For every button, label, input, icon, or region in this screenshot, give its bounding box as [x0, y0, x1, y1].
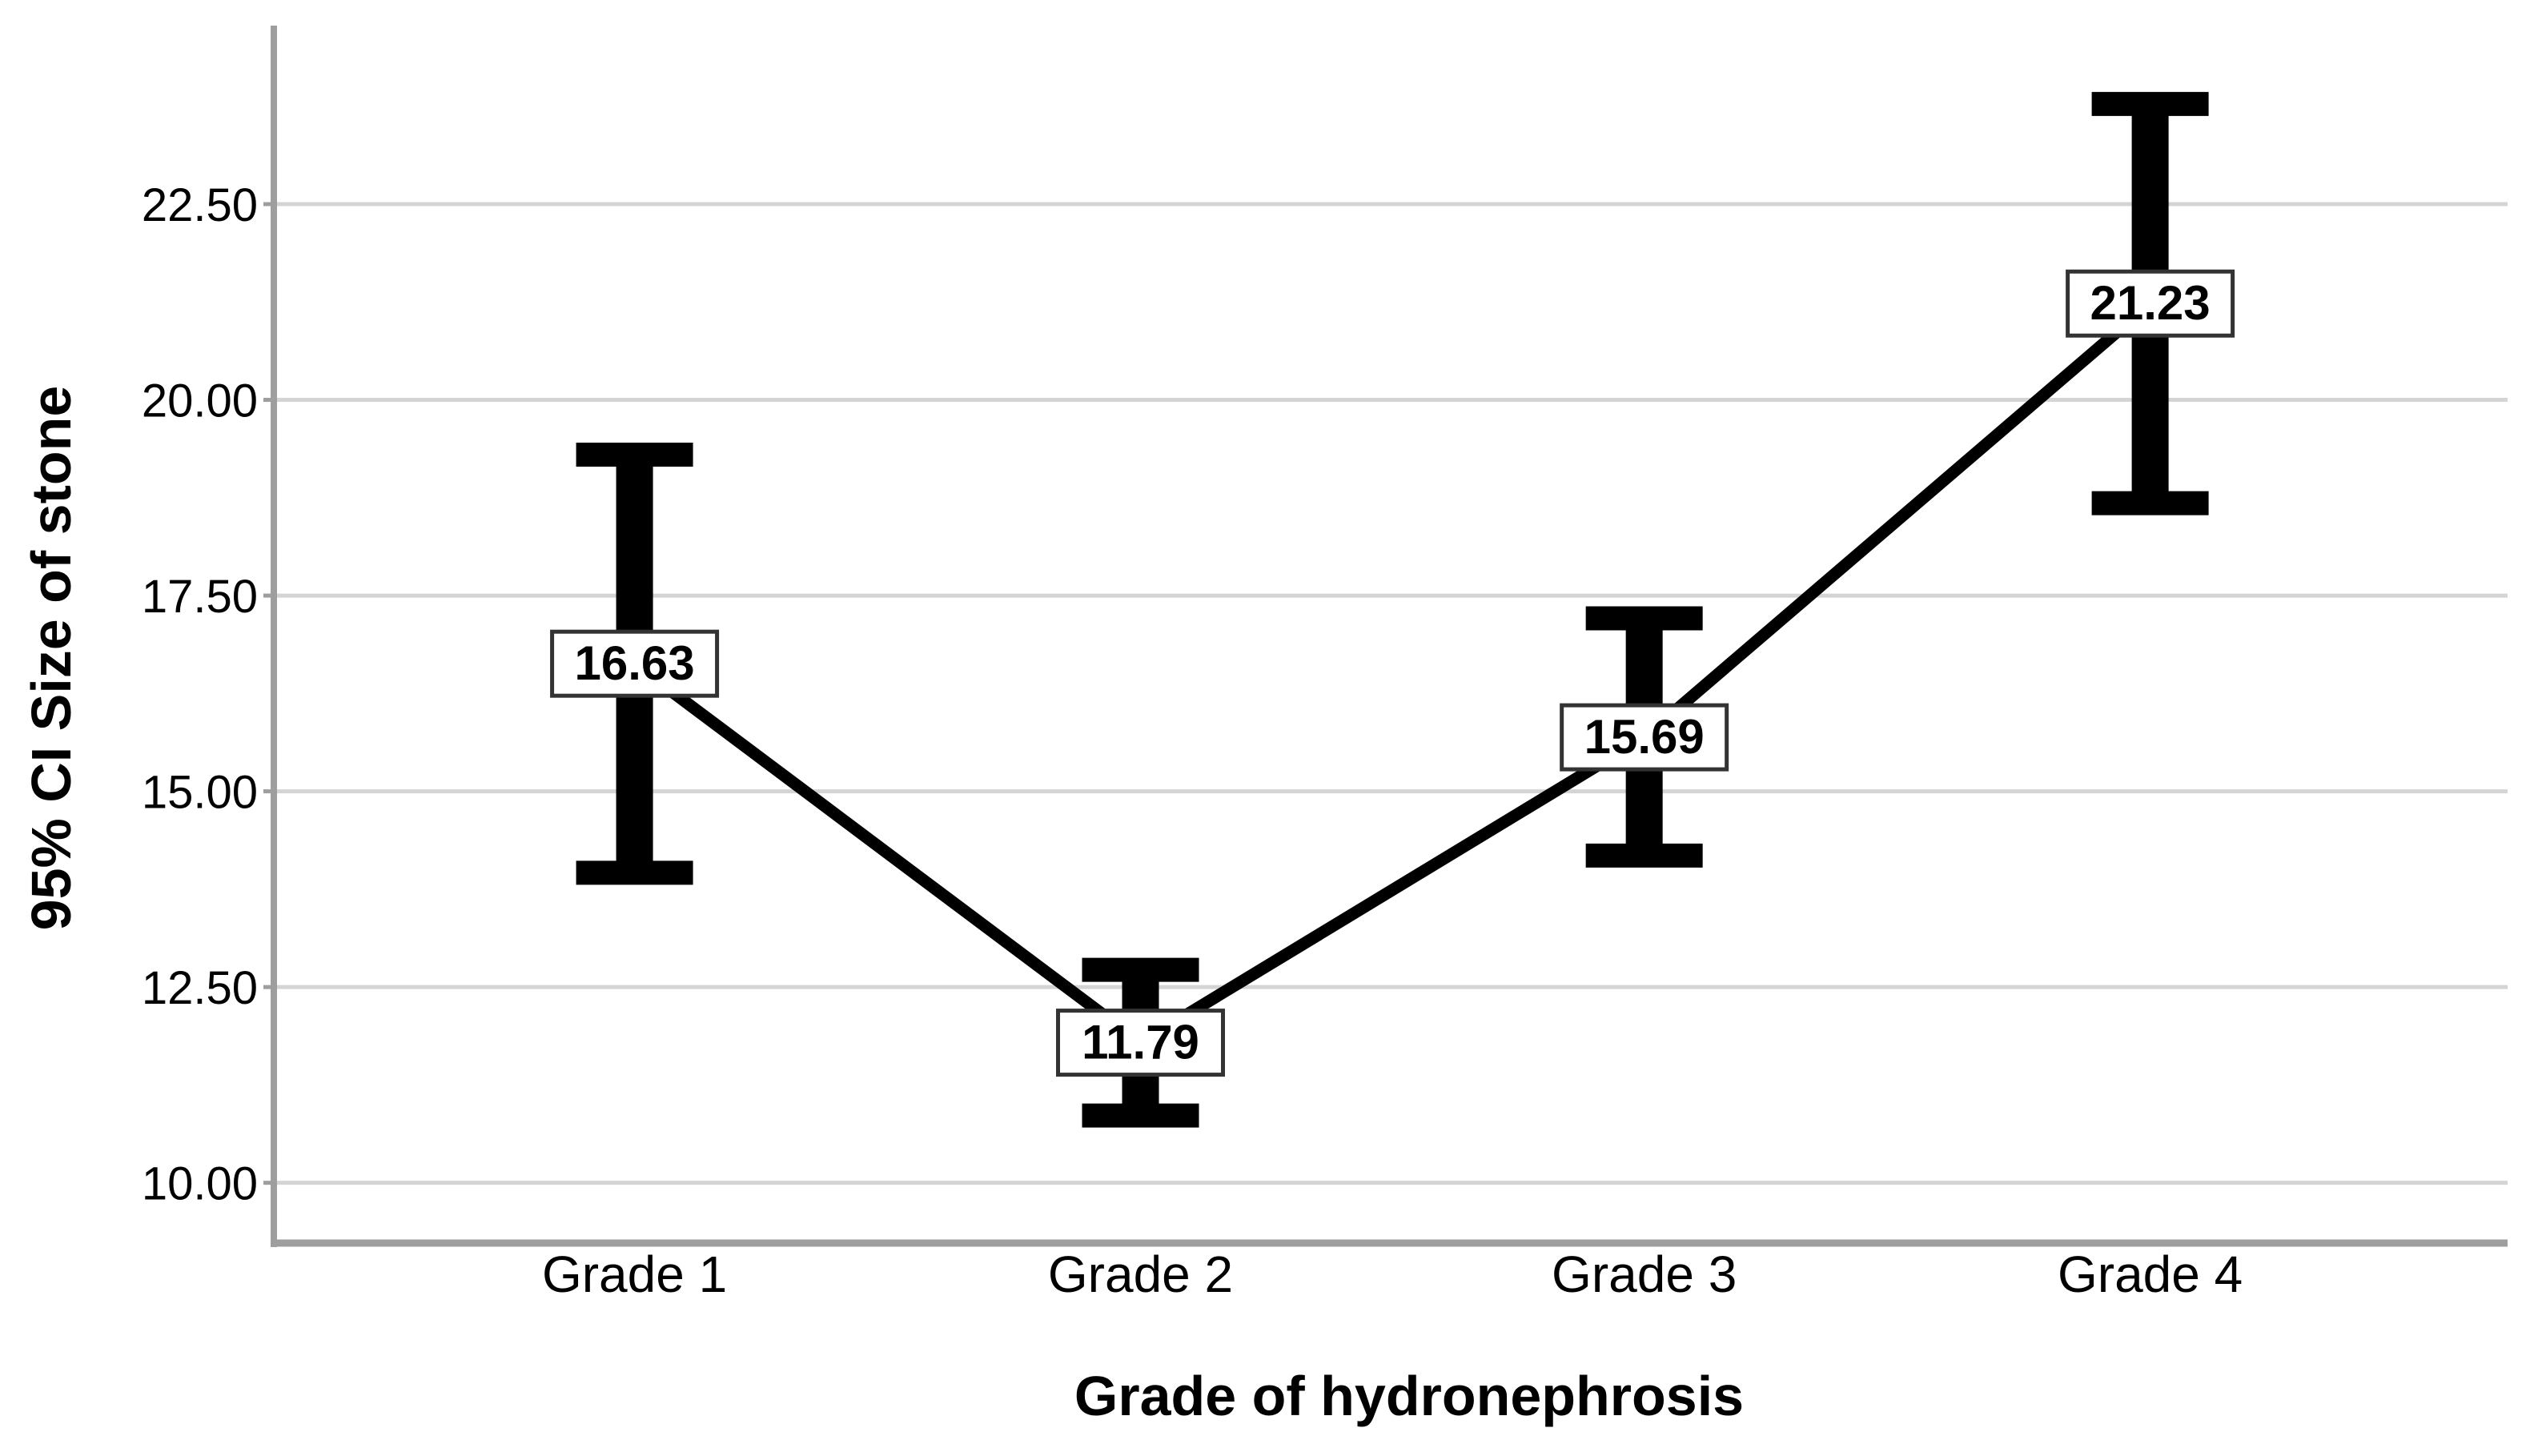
value-label: 15.69	[1584, 710, 1705, 764]
x-category-label: Grade 3	[1552, 1245, 1737, 1303]
y-tick-label: 22.50	[142, 179, 258, 231]
value-label-box	[1560, 703, 1729, 772]
value-label-box	[2066, 269, 2235, 338]
value-label-box	[1056, 1009, 1226, 1077]
y-tick-label: 20.00	[142, 375, 258, 427]
y-tick-label: 17.50	[142, 571, 258, 623]
y-tick-label: 10.00	[142, 1158, 258, 1210]
mean-series-line	[631, 299, 2154, 1050]
x-category-label: Grade 4	[2058, 1245, 2243, 1303]
y-axis-title: 95% CI Size of stone	[20, 386, 82, 931]
x-axis-title: Grade of hydronephrosis	[1074, 1365, 1744, 1427]
value-label: 21.23	[2090, 276, 2211, 330]
x-category-label: Grade 1	[542, 1245, 727, 1303]
y-tick-label: 15.00	[142, 767, 258, 819]
value-label-box	[550, 629, 720, 698]
y-tick-label: 12.50	[142, 962, 258, 1014]
x-category-label: Grade 2	[1048, 1245, 1233, 1303]
value-label: 16.63	[575, 636, 695, 690]
value-label: 11.79	[1082, 1016, 1199, 1069]
